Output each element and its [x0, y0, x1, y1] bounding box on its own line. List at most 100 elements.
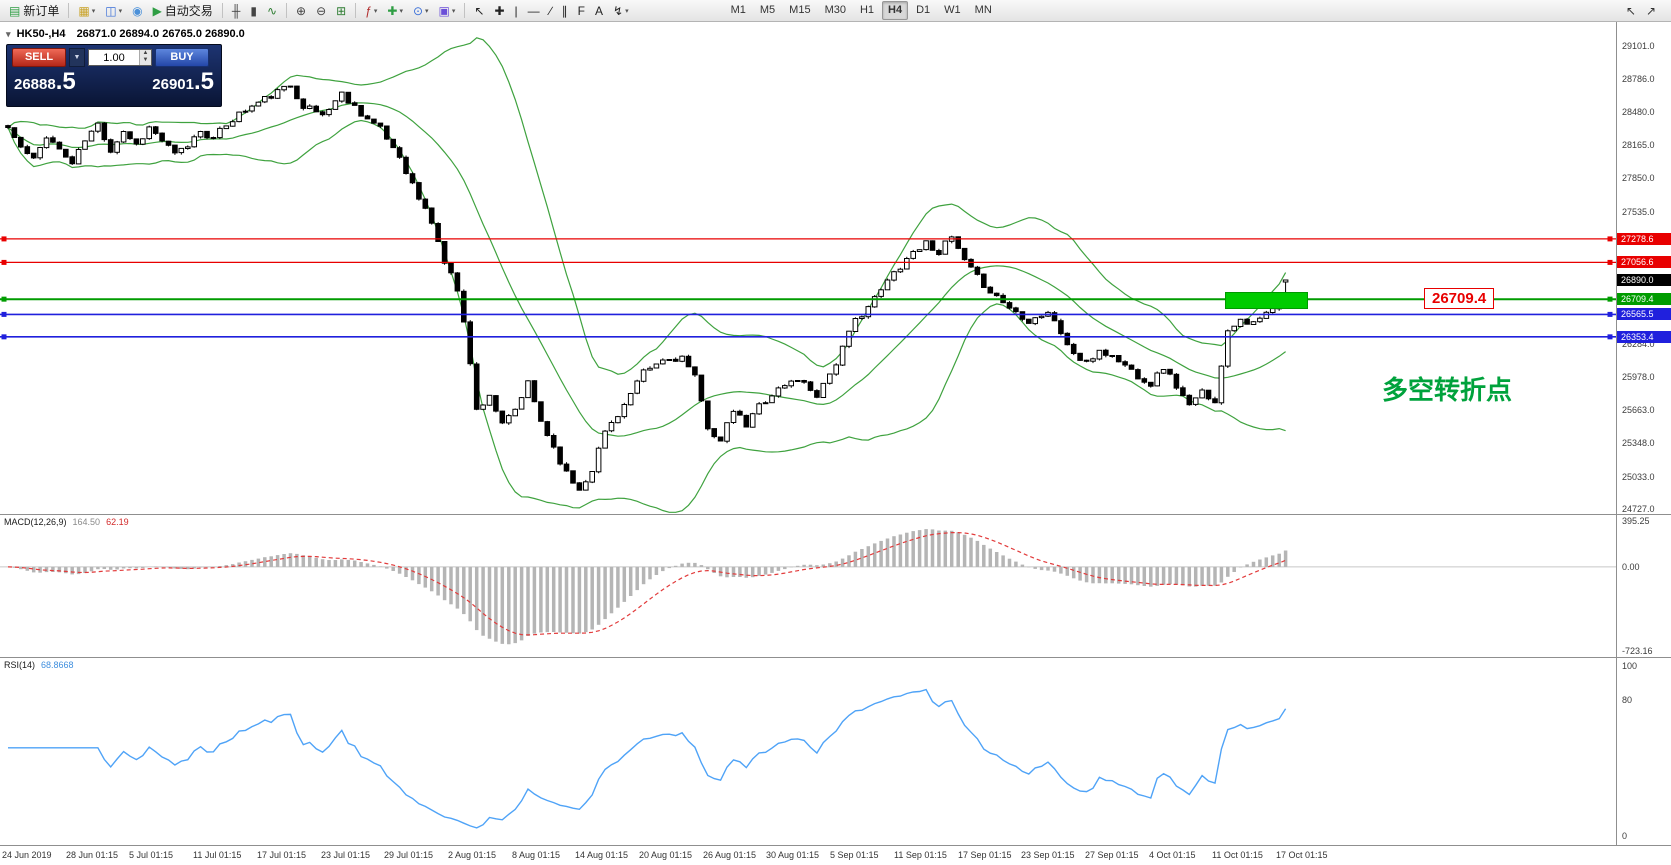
toolbar-separator — [221, 3, 223, 18]
time-axis-label: 30 Aug 01:15 — [766, 850, 820, 860]
macd-histogram — [12, 529, 1288, 645]
add-indicator-icon: ✚ — [387, 3, 398, 18]
trendline-button[interactable]: ∕ — [546, 1, 556, 21]
volume-spinner[interactable]: ▲ ▼ — [139, 50, 151, 65]
turning-point-text[interactable]: 多空转折点 — [1382, 375, 1513, 405]
timeframe-W1[interactable]: W1 — [944, 4, 961, 16]
arrows-button[interactable]: ↯ ▾ — [609, 1, 633, 21]
crosshair-button[interactable]: ✚ — [490, 1, 508, 21]
panel-separator[interactable] — [0, 514, 1671, 515]
sell-price[interactable]: 26888.5 — [14, 69, 76, 98]
dropdown-caret-icon[interactable]: ▾ — [399, 7, 403, 15]
macd-svg — [0, 529, 1616, 645]
time-axis-label: 23 Jul 01:15 — [321, 850, 371, 860]
level-lines[interactable] — [0, 236, 1616, 340]
dropdown-caret-icon[interactable]: ▾ — [625, 7, 629, 15]
new-order-button[interactable]: ▤ 新订单 — [5, 1, 63, 21]
rsi-panel[interactable]: RSI(14) 68.8668 — [0, 658, 1616, 845]
level-price-box[interactable]: 26709.4 — [1424, 288, 1495, 309]
toolbar-separator — [464, 3, 466, 18]
price-axis-label: 25663.0 — [1622, 405, 1655, 415]
timeframe-H4[interactable]: H4 — [882, 1, 909, 20]
buy-price-main: 26901 — [152, 76, 194, 93]
price-level-chip: 26709.4 — [1617, 293, 1671, 305]
line-chart-button[interactable]: ∿ — [263, 1, 281, 21]
price-axis-label: 26284.0 — [1622, 339, 1655, 349]
profiles-button[interactable]: ◫ ▾ — [101, 1, 126, 21]
timeframe-D1[interactable]: D1 — [916, 4, 931, 16]
tile-windows-button[interactable]: ⊞ — [332, 1, 350, 21]
autotrading-icon: ▶ — [152, 3, 162, 18]
zoom-in-button[interactable]: ⊕ — [292, 1, 310, 21]
toolbar-separator — [68, 3, 70, 18]
timeframe-M15[interactable]: M15 — [789, 4, 811, 16]
timeframe-H1[interactable]: H1 — [859, 4, 875, 16]
dropdown-caret-icon[interactable]: ▾ — [425, 7, 429, 15]
time-axis-label: 11 Oct 01:15 — [1212, 850, 1263, 860]
horizontal-line-button[interactable]: — — [524, 1, 544, 21]
time-axis-label: 24 Jun 2019 — [2, 850, 52, 860]
price-axis-label: 27850.0 — [1622, 173, 1655, 183]
time-axis-label: 29 Jul 01:15 — [384, 850, 434, 860]
add-indicator-button[interactable]: ✚ ▾ — [383, 1, 407, 21]
price-level-chip: 26565.5 — [1617, 308, 1671, 320]
dropdown-caret-icon[interactable]: ▾ — [118, 7, 123, 15]
time-axis-label: 17 Oct 01:15 — [1276, 850, 1328, 860]
volume-input[interactable] — [89, 50, 139, 65]
panel-separator[interactable] — [0, 845, 1671, 846]
spinner-down-icon[interactable]: ▼ — [142, 57, 149, 63]
price-chart-svg[interactable] — [0, 22, 1616, 514]
price-level-chip: 26353.4 — [1617, 331, 1671, 343]
dropdown-caret-icon[interactable]: ▾ — [373, 7, 378, 15]
sell-price-main: 26888 — [14, 76, 56, 93]
new-chart-button[interactable]: ▦ ▾ — [74, 1, 99, 21]
templates-button[interactable]: ▣ ▾ — [435, 1, 460, 21]
indicators-button[interactable]: ƒ ▾ — [361, 1, 381, 21]
price-axis[interactable]: 29101.0 28786.0 28480.0 28165.0 27850.0 27535… — [1616, 22, 1671, 845]
spinner-up-icon[interactable]: ▲ — [142, 50, 149, 56]
highlight-zone[interactable] — [1225, 292, 1308, 309]
vertical-line-button[interactable]: | — [511, 1, 522, 21]
rsi-label: RSI(14) 68.8668 — [4, 660, 74, 670]
time-axis-label: 27 Sep 01:15 — [1085, 850, 1139, 860]
chart-window[interactable]: ▾ HK50-,H4 26871.0 26894.0 26765.0 26890… — [0, 22, 1616, 514]
one-click-collapse-icon[interactable]: ▾ — [6, 29, 11, 39]
timeframe-M30[interactable]: M30 — [824, 4, 846, 16]
cursor-button[interactable]: ↖ — [470, 1, 488, 21]
pan-mode-icon[interactable]: ↗ — [1642, 1, 1660, 21]
zoom-in-icon: ⊕ — [296, 3, 307, 18]
bar-chart-button[interactable]: ╫ — [228, 1, 245, 21]
sell-button[interactable]: SELL — [12, 48, 66, 67]
time-axis[interactable]: 24 Jun 2019 28 Jun 01:15 5 Jul 01:15 11 Jul… — [0, 846, 1671, 865]
buy-price[interactable]: 26901.5 — [152, 69, 214, 98]
time-axis-label: 23 Sep 01:15 — [1021, 850, 1075, 860]
price-axis-label: 28480.0 — [1622, 107, 1655, 117]
autotrading-button[interactable]: ▶ 自动交易 — [149, 1, 217, 21]
text-icon: A — [595, 3, 604, 18]
new-order-icon: ▤ — [9, 3, 21, 18]
terminal-button[interactable]: ◉ — [128, 1, 146, 21]
macd-panel[interactable]: MACD(12,26,9) 164.50 62.19 — [0, 515, 1616, 657]
timeframe-M1[interactable]: M1 — [730, 4, 746, 16]
dropdown-caret-icon[interactable]: ▾ — [451, 7, 456, 15]
new-chart-icon: ▦ — [78, 3, 90, 18]
channel-button[interactable]: ∥ — [558, 1, 572, 21]
zoom-out-button[interactable]: ⊖ — [312, 1, 330, 21]
timeframe-MN[interactable]: MN — [974, 4, 992, 16]
cursor-mode-icon[interactable]: ↖ — [1622, 1, 1640, 21]
candlestick-chart-button[interactable]: ▮ — [246, 1, 261, 21]
periods-button[interactable]: ⊙ ▾ — [409, 1, 433, 21]
caret-down-icon: ▼ — [73, 54, 81, 61]
price-axis-label: 28786.0 — [1622, 74, 1655, 84]
buy-button[interactable]: BUY — [155, 48, 209, 67]
time-axis-label: 17 Sep 01:15 — [958, 850, 1012, 860]
fibonacci-button[interactable]: F — [574, 1, 589, 21]
timeframe-M5[interactable]: M5 — [759, 4, 776, 16]
panel-separator[interactable] — [0, 657, 1671, 658]
dropdown-caret-icon[interactable]: ▾ — [91, 7, 96, 15]
text-button[interactable]: A — [591, 1, 607, 21]
time-axis-label: 17 Jul 01:15 — [257, 850, 307, 860]
price-level-chip: 27278.6 — [1617, 233, 1671, 245]
macd-name-label: MACD(12,26,9) — [4, 517, 67, 527]
one-click-menu-button[interactable]: ▼ — [69, 48, 85, 67]
